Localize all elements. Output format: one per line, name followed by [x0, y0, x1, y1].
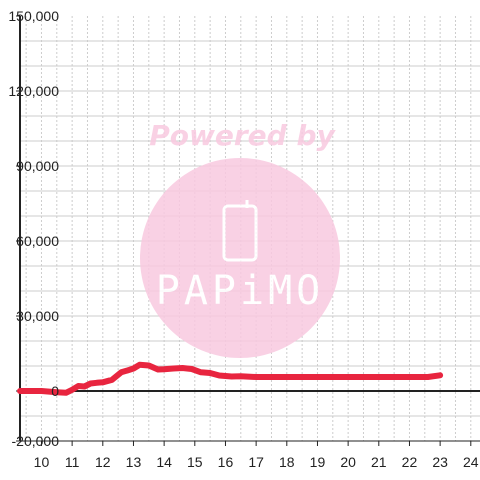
x-tick-label: 12 — [95, 454, 111, 470]
x-tick-label: 18 — [279, 454, 295, 470]
x-tick-label: 10 — [34, 454, 50, 470]
y-tick-label: 120,000 — [8, 83, 59, 99]
watermark-brand: PAPiMO — [156, 268, 325, 314]
x-tick-label: 13 — [126, 454, 142, 470]
x-tick-label: 23 — [432, 454, 448, 470]
x-tick-label: 24 — [463, 454, 479, 470]
x-tick-label: 17 — [248, 454, 264, 470]
x-tick-labels: 10 11 12 13 14 15 16 17 18 19 20 21 22 23 24 — [34, 454, 479, 470]
watermark-text: Powered by — [149, 119, 336, 152]
x-tick-label: 22 — [402, 454, 418, 470]
watermark-circle — [140, 158, 340, 358]
x-tick-label: 16 — [218, 454, 234, 470]
watermark: Powered by PAPiMO — [140, 119, 340, 358]
y-tick-label: 150,000 — [8, 8, 59, 24]
phone-icon — [222, 200, 258, 262]
x-tick-label: 15 — [187, 454, 203, 470]
axes — [16, 15, 480, 446]
x-tick-label: 14 — [156, 454, 172, 470]
y-tick-label: -20,000 — [12, 433, 60, 449]
x-tick-label: 21 — [371, 454, 387, 470]
x-tick-label: 19 — [310, 454, 326, 470]
y-tick-label: 60,000 — [16, 233, 59, 249]
y-tick-label: 0 — [51, 383, 59, 399]
y-tick-labels: -20,000 0 30,000 60,000 90,000 120,000 150,000 — [8, 8, 59, 449]
series-line-0 — [17, 361, 444, 396]
x-tick-label: 11 — [65, 454, 80, 470]
series-group — [17, 361, 444, 396]
y-tick-label: 90,000 — [16, 158, 59, 174]
y-tick-label: 30,000 — [16, 308, 59, 324]
x-tick-label: 20 — [340, 454, 356, 470]
